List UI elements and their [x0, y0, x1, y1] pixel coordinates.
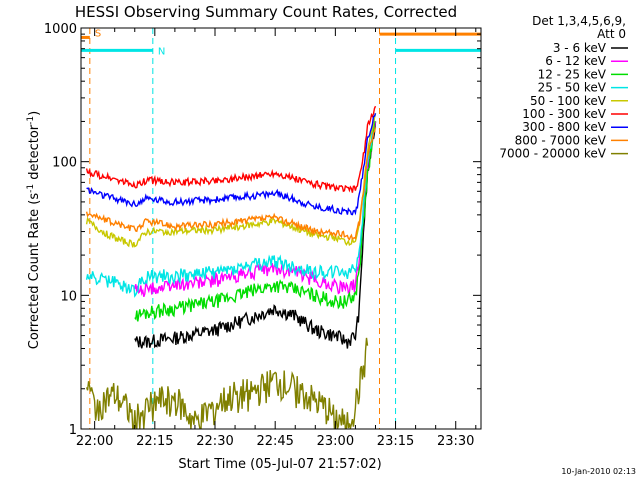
legend-label: 3 - 6 keV: [553, 41, 607, 55]
timestamp: 10-Jan-2010 02:13: [561, 467, 636, 476]
flag-label: S: [95, 28, 101, 39]
series-line: [85, 127, 377, 241]
y-tick-label: 100: [52, 156, 77, 171]
x-axis-label: Start Time (05-Jul-07 21:57:02): [178, 457, 381, 472]
series-line: [134, 120, 376, 322]
plot-frame: [80, 27, 482, 430]
x-tick-label: 23:30: [437, 434, 474, 449]
series-line: [85, 105, 377, 193]
legend-header-line-2: Att 0: [597, 27, 626, 41]
legend-label: 25 - 50 keV: [538, 81, 607, 95]
y-tick-label: 1: [69, 423, 77, 438]
flag-label: N: [158, 46, 165, 57]
series-line: [85, 337, 369, 429]
legend-label: 50 - 100 keV: [530, 94, 607, 108]
series-line: [86, 113, 377, 216]
series-line: [85, 113, 377, 298]
legend-label: 100 - 300 keV: [522, 107, 606, 121]
legend-header-line-1: Det 1,3,4,5,6,9,: [532, 14, 626, 28]
legend-label: 6 - 12 keV: [545, 54, 607, 68]
x-tick-label: 23:15: [377, 434, 414, 449]
legend-label: 800 - 7000 keV: [515, 133, 607, 147]
x-tick-label: 22:15: [136, 434, 173, 449]
x-tick-label: 22:30: [196, 434, 233, 449]
legend-label: 7000 - 20000 keV: [499, 147, 606, 161]
y-axis-label: Corrected Count Rate (s-1 detector-1): [26, 111, 42, 349]
chart-title: HESSI Observing Summary Count Rates, Cor…: [75, 3, 457, 21]
legend-label: 12 - 25 keV: [538, 67, 607, 81]
y-tick-label: 1000: [44, 22, 77, 37]
x-tick-label: 23:00: [317, 434, 354, 449]
y-tick-label: 10: [60, 289, 77, 304]
x-tick-label: 22:45: [256, 434, 293, 449]
x-tick-label: 22:00: [76, 434, 113, 449]
series-line: [134, 121, 377, 349]
series-line: [134, 121, 377, 298]
legend-label: 300 - 800 keV: [522, 120, 606, 134]
